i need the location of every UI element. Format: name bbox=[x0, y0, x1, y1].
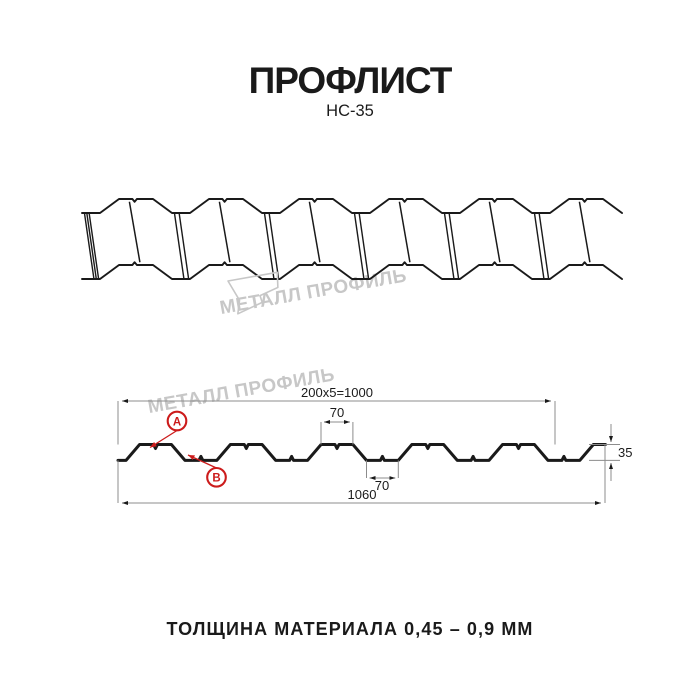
svg-text:70: 70 bbox=[375, 478, 389, 493]
svg-text:B: B bbox=[212, 472, 220, 484]
svg-text:A: A bbox=[173, 416, 181, 428]
svg-text:35: 35 bbox=[618, 445, 632, 460]
svg-text:1060: 1060 bbox=[348, 487, 377, 502]
svg-text:200x5=1000: 200x5=1000 bbox=[301, 385, 373, 400]
svg-text:70: 70 bbox=[330, 405, 344, 420]
